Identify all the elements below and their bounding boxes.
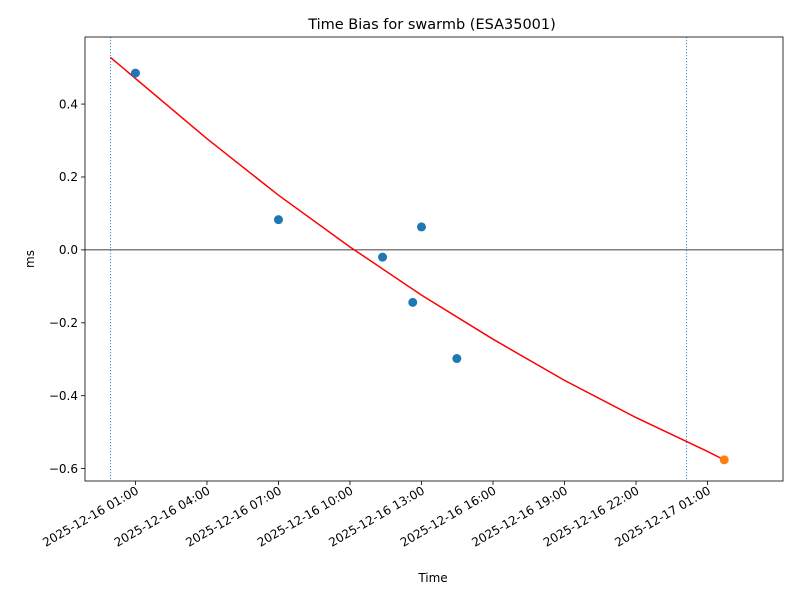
y-axis: −0.6 −0.4 −0.2 0.0 0.2 0.4	[49, 97, 85, 476]
y-tick-label-1: −0.4	[49, 389, 78, 403]
data-point-0-0	[130, 68, 140, 78]
chart-title: Time Bias for swarmb (ESA35001)	[307, 17, 556, 33]
y-axis-label: ms	[23, 250, 37, 268]
y-tick-label-4: 0.2	[59, 170, 78, 184]
data-point-0-1	[273, 215, 283, 225]
fit-line	[109, 56, 725, 461]
x-axis-label: Time	[417, 571, 447, 585]
y-tick-label-5: 0.4	[59, 97, 78, 111]
plot-area	[85, 37, 783, 481]
data-point-0-3	[408, 297, 418, 307]
y-tick-label-3: 0.0	[59, 243, 78, 257]
data-point-0-5	[452, 354, 462, 364]
data-point-0-2	[378, 252, 388, 262]
data-point-1-0	[719, 455, 729, 465]
y-tick-label-2: −0.2	[49, 316, 78, 330]
data-point-0-4	[416, 222, 426, 232]
y-tick-label-0: −0.6	[49, 462, 78, 476]
plot-frame	[84, 36, 784, 482]
